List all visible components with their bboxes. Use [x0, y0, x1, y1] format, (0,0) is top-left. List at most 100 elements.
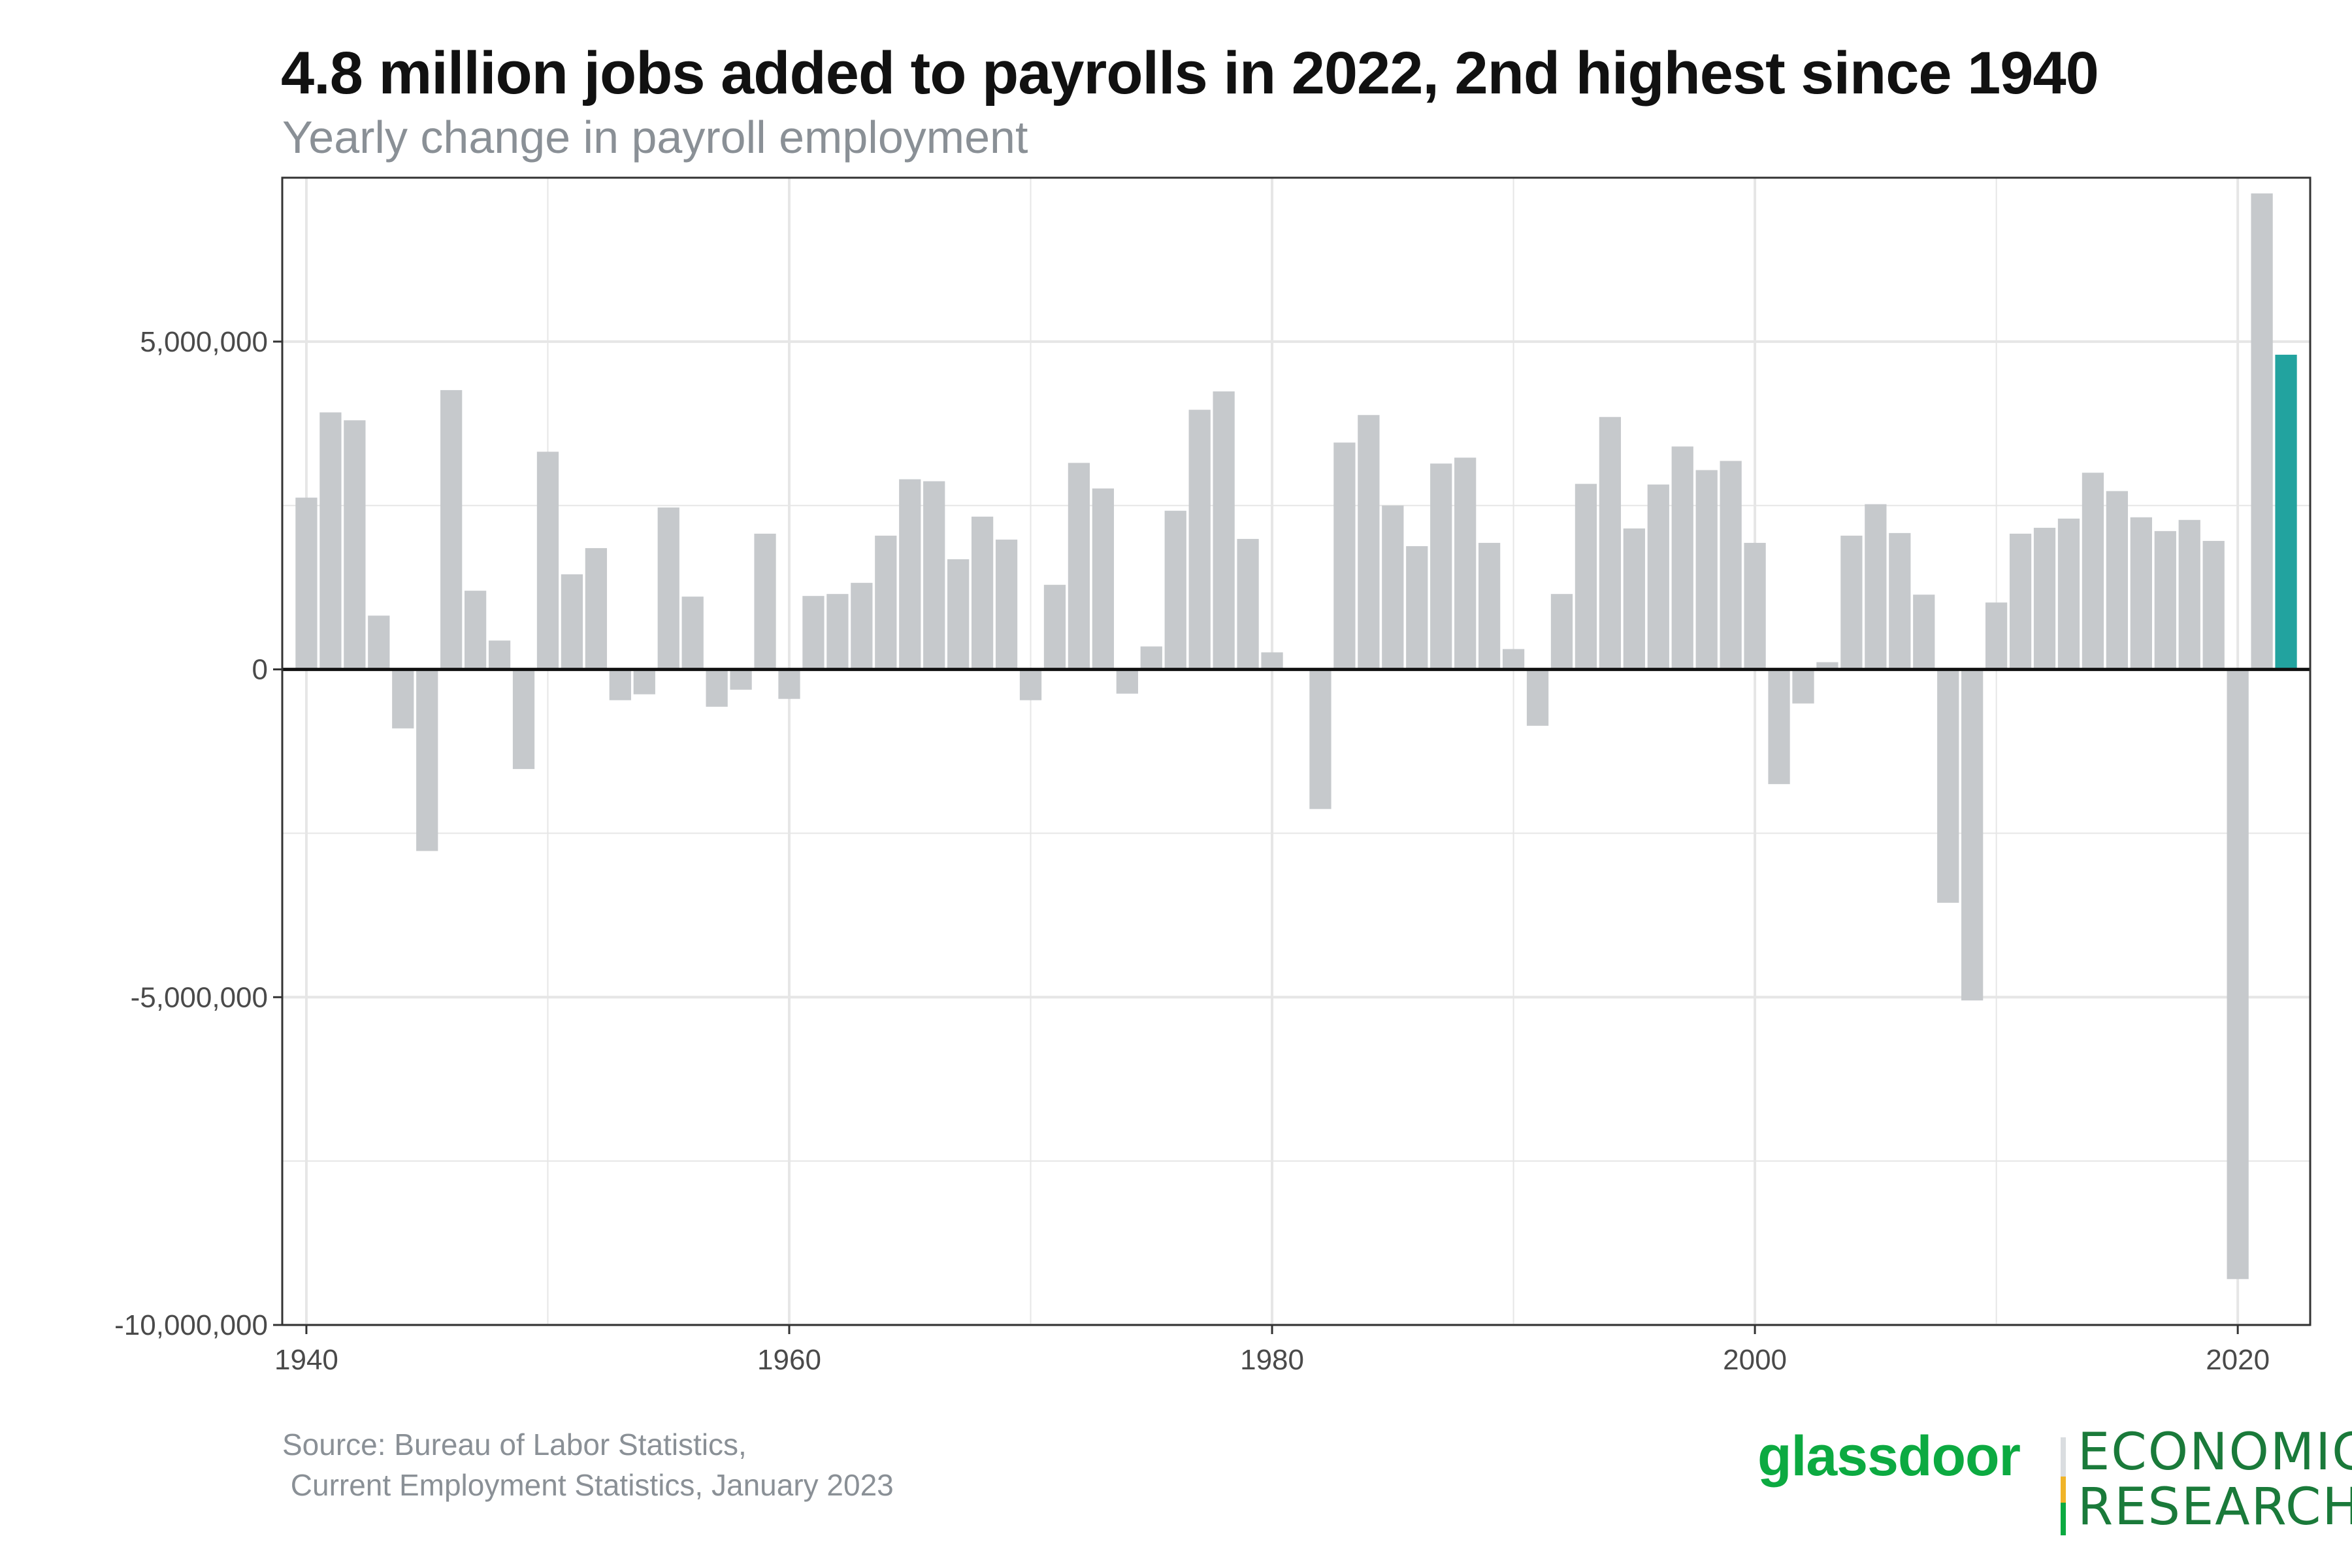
logo-line-research: RESEARCH	[2078, 1478, 2352, 1537]
bar-2017	[2154, 531, 2176, 670]
bar-1994	[1599, 417, 1622, 670]
bar-1992	[1550, 594, 1573, 670]
bar-2020	[2227, 669, 2249, 1279]
bar-1996	[1647, 484, 1669, 670]
bar-1991	[1526, 669, 1549, 726]
bar-1951	[561, 574, 583, 670]
bar-1976	[1164, 510, 1186, 670]
bar-1947	[464, 591, 487, 670]
bar-2013	[2057, 518, 2080, 670]
bar-2015	[2106, 491, 2129, 670]
bar-1982	[1309, 669, 1331, 809]
bar-2002	[1792, 669, 1814, 704]
x-tick-label: 2000	[1723, 1344, 1787, 1376]
bar-1984	[1358, 415, 1380, 670]
bar-1989	[1478, 542, 1501, 670]
bar-1944	[392, 669, 414, 728]
y-tick-label: 0	[252, 654, 268, 686]
logo-divider-mid	[2061, 1477, 2066, 1503]
bar-1954	[633, 669, 655, 694]
bar-1999	[1720, 461, 1742, 670]
bar-1955	[657, 507, 679, 670]
y-tick-label: -5,000,000	[131, 981, 268, 1013]
bar-1950	[536, 451, 559, 670]
bar-1979	[1237, 538, 1259, 670]
bar-1962	[826, 594, 849, 670]
bar-1974	[1116, 669, 1138, 694]
bar-1963	[851, 583, 873, 670]
bar-1956	[681, 596, 704, 670]
bar-1977	[1188, 410, 1211, 670]
bar-2003	[1816, 662, 1838, 670]
bar-2004	[1840, 535, 1863, 670]
bar-1969	[995, 539, 1018, 670]
bar-2011	[2009, 533, 2032, 670]
bar-1948	[488, 640, 511, 670]
bar-2009	[1961, 669, 1984, 1001]
bar-1975	[1140, 646, 1162, 670]
bar-1949	[512, 669, 535, 770]
bar-2006	[1889, 532, 1911, 670]
bar-1986	[1406, 546, 1428, 670]
bar-1967	[947, 559, 970, 670]
bar-2021	[2251, 193, 2273, 670]
logo-line-economic: ECONOMIC	[2078, 1423, 2352, 1482]
bar-2019	[2202, 540, 2225, 670]
logo-divider-top	[2061, 1437, 2066, 1477]
bar-2001	[1768, 669, 1790, 785]
bar-1987	[1430, 463, 1452, 670]
bar-1973	[1092, 488, 1115, 670]
bar-1983	[1333, 442, 1356, 670]
bar-1952	[585, 547, 608, 670]
bar-1940	[295, 497, 318, 670]
logo-divider-bottom	[2061, 1503, 2066, 1535]
bars	[295, 193, 2297, 1279]
bar-1945	[416, 669, 438, 851]
bar-1971	[1043, 585, 1066, 670]
logo-wordmark: glassdoor	[1757, 1425, 2021, 1488]
bar-1966	[923, 481, 945, 670]
x-tick-label: 1940	[274, 1344, 338, 1376]
bar-2016	[2130, 517, 2152, 670]
x-tick-label: 1980	[1240, 1344, 1304, 1376]
bar-1964	[875, 535, 897, 670]
bar-1965	[899, 479, 921, 670]
bar-2014	[2082, 472, 2104, 670]
bar-1993	[1575, 483, 1597, 670]
bar-1990	[1502, 649, 1525, 670]
bar-1958	[730, 669, 752, 690]
plot-border	[281, 176, 2311, 1326]
bar-2010	[1985, 602, 2008, 670]
bar-1957	[706, 669, 728, 707]
chart-subtitle: Yearly change in payroll employment	[282, 112, 1028, 163]
plot-panel	[282, 178, 2310, 1325]
bar-2000	[1744, 542, 1766, 670]
bar-1943	[368, 615, 390, 670]
bar-1961	[802, 596, 825, 670]
bar-2005	[1865, 504, 1887, 670]
bar-1941	[319, 412, 342, 670]
y-tick-label: 5,000,000	[140, 326, 268, 358]
bar-2007	[1913, 595, 1935, 670]
bar-1942	[344, 420, 366, 670]
bar-2018	[2178, 519, 2200, 670]
bar-1997	[1671, 446, 1693, 670]
x-tick-label: 1960	[757, 1344, 821, 1376]
chart-title: 4.8 million jobs added to payrolls in 20…	[281, 40, 2099, 106]
bar-1980	[1261, 652, 1283, 670]
gridlines	[282, 177, 2310, 1326]
bar-1970	[1019, 669, 1042, 700]
bar-1946	[440, 390, 463, 670]
glassdoor-economic-research-logo: glassdoor ECONOMIC RESEARCH	[1751, 1418, 2352, 1537]
source-note: Source: Bureau of Labor Statistics, Curr…	[282, 1428, 894, 1502]
bar-2012	[2033, 527, 2056, 670]
x-tick-label: 2020	[2206, 1344, 2270, 1376]
bar-1995	[1623, 528, 1645, 670]
bar-1959	[754, 533, 776, 670]
bar-1972	[1068, 463, 1090, 670]
bar-1968	[971, 516, 994, 670]
y-tick-label: -10,000,000	[114, 1309, 268, 1341]
bar-2022	[2275, 354, 2297, 670]
